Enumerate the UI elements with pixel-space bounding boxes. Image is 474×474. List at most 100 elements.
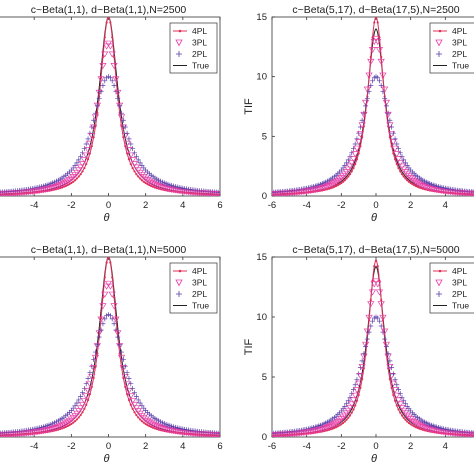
series-3pl-point [123, 381, 131, 388]
series-4pl-point [392, 152, 395, 155]
series-3pl-point [374, 281, 382, 288]
series-3pl-point [393, 151, 401, 158]
series-2pl-point [102, 316, 108, 322]
series-3pl-point [346, 404, 354, 411]
series-2pl-point [135, 397, 141, 403]
series-4pl-point [105, 21, 108, 24]
series-2pl-point [115, 96, 121, 102]
series-2pl-point [366, 329, 372, 335]
series-4pl-point [118, 111, 121, 114]
series-3pl-point [391, 387, 399, 394]
series-3pl-point [54, 424, 62, 431]
series-2pl-point [390, 130, 396, 136]
series-4pl-point [148, 424, 151, 428]
series-4pl-point [376, 264, 379, 268]
series-4pl-point [354, 162, 357, 166]
series-4pl-point [407, 421, 411, 425]
series-4pl-point [392, 393, 395, 397]
series-2pl-point [109, 78, 115, 84]
series-2pl-point [472, 432, 474, 434]
legend-swatch-2pl [176, 51, 182, 57]
series-4pl-point [352, 408, 355, 411]
series-3pl-point [330, 421, 339, 428]
series-3pl-point [62, 420, 70, 427]
series-2pl-point [396, 146, 402, 152]
series-2pl-point [354, 136, 360, 142]
legend-swatch-2pl [436, 291, 442, 297]
series-4pl-point [72, 421, 75, 424]
series-4pl-point [94, 365, 97, 369]
series-2pl-point [126, 375, 132, 381]
series-3pl-point [356, 373, 365, 380]
series-4pl-point [340, 181, 343, 185]
chart-title: c~Beta(1,1), d~Beta(1,1),N=2500 [31, 4, 187, 16]
series-4pl-point [129, 162, 132, 166]
series-3pl-point [374, 38, 382, 45]
chart-panel-1: c~Beta(1,1), d~Beta(1,1),N=2500 -4 -2 0 2 4 6 θ… [0, 4, 223, 224]
series-3pl-point [75, 167, 83, 174]
series-4pl-point [111, 276, 114, 279]
legend-swatch-3pl [435, 39, 443, 47]
chart-panel-2: c~Beta(5,17), d~Beta(17,5),N=2500 -6 -4 -2 0… [243, 4, 474, 224]
x-tick-label: 0 [106, 200, 111, 211]
x-tick-label: 4 [180, 200, 185, 211]
chart-title: c~Beta(5,17), d~Beta(17,5),N=2500 [292, 4, 459, 16]
series-3pl-point [112, 76, 120, 83]
series-2pl-point [376, 78, 382, 84]
series-group [0, 17, 220, 196]
series-2pl-point [402, 401, 408, 407]
series-2pl-point [117, 342, 123, 348]
series-3pl-point [119, 365, 127, 372]
x-tick-label: 0 [106, 441, 111, 452]
series-4pl-point [413, 184, 416, 187]
y-tick-label: 15 [256, 252, 267, 263]
legend-label: 3PL [452, 278, 467, 288]
series-2pl-point [83, 141, 89, 147]
x-tick-label: -6 [268, 441, 276, 452]
series-3pl-point [86, 381, 94, 388]
series-4pl-point [118, 352, 121, 355]
series-3pl-point [50, 184, 59, 191]
series-4pl-point [86, 158, 90, 161]
legend-label: 2PL [452, 49, 467, 59]
series-4pl-point [411, 183, 414, 186]
series-2pl-point [342, 163, 348, 169]
series-2pl-point [380, 329, 386, 335]
series-2pl-point [122, 363, 128, 369]
series-2pl-point [111, 321, 117, 327]
series-4pl-point [355, 399, 359, 402]
series-4pl-point [101, 55, 105, 59]
series-4pl-point [72, 180, 75, 183]
series-4pl-point [103, 36, 106, 39]
x-tick-label: 4 [443, 441, 448, 452]
series-2pl-point [130, 146, 136, 152]
series-4pl-point [150, 184, 153, 188]
series-3pl-point [372, 278, 380, 285]
series-3pl-point [382, 99, 391, 106]
series-4pl-point [418, 427, 421, 430]
series-2pl-point [368, 323, 374, 329]
series-4pl-point [359, 386, 362, 389]
series-2pl-point [344, 160, 350, 166]
series-3pl-point [90, 124, 98, 131]
series-3pl-point [346, 163, 354, 170]
series-3pl-point [332, 420, 340, 427]
series-4pl-point [336, 184, 339, 187]
series-3pl-point [370, 38, 378, 45]
series-2pl-point [349, 391, 355, 397]
series-3pl-point [396, 401, 404, 408]
series-3pl-point [398, 404, 406, 411]
series-2pl-point [394, 382, 400, 388]
series-3pl-point [348, 160, 356, 167]
series-3pl-point [77, 405, 85, 412]
series-3pl-point [405, 414, 413, 421]
series-3pl-point [99, 63, 107, 70]
series-4pl-point [133, 170, 136, 173]
series-2pl-point [382, 336, 388, 342]
series-4pl-point [88, 393, 92, 396]
series-2pl-point [399, 154, 405, 160]
series-4pl-point [68, 423, 71, 427]
series-4pl-point [79, 173, 82, 176]
series-3pl-point [123, 140, 131, 147]
series-2pl-point [396, 386, 402, 392]
